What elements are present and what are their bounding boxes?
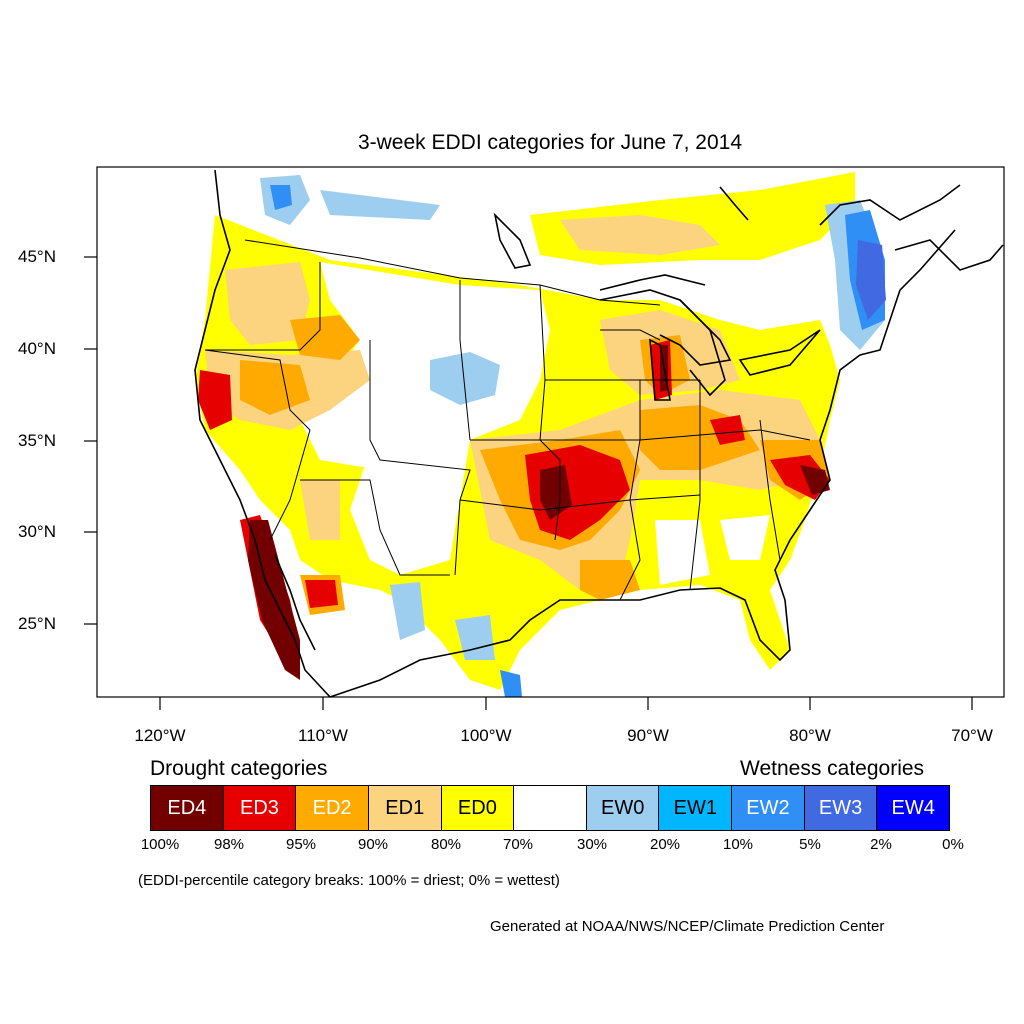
lat-label-40n: 40°N bbox=[18, 339, 56, 358]
lon-label-100w: 100°W bbox=[460, 726, 512, 745]
percentile-label: 10% bbox=[722, 836, 754, 853]
category-legend-bar: ED4 ED3 ED2 ED1 ED0 EW0 EW1 EW2 EW3 EW4 bbox=[150, 785, 950, 831]
percentile-label: 0% bbox=[942, 836, 964, 853]
coastline-layer bbox=[194, 169, 1004, 698]
lon-label-110w: 110°W bbox=[298, 726, 348, 745]
legend-box-ew3: EW3 bbox=[804, 786, 878, 830]
percentile-label: 80% bbox=[430, 836, 462, 853]
credit-line: Generated at NOAA/NWS/NCEP/Climate Predi… bbox=[490, 918, 885, 935]
lon-label-90w: 90°W bbox=[627, 726, 669, 745]
percentile-label: 2% bbox=[870, 836, 892, 853]
legend-box-ew0: EW0 bbox=[586, 786, 660, 830]
lat-label-35n: 35°N bbox=[18, 431, 56, 450]
lon-label-80w: 80°W bbox=[789, 726, 831, 745]
percentile-label: 70% bbox=[502, 836, 534, 853]
legend-box-ed0: ED0 bbox=[441, 786, 515, 830]
percentile-label: 30% bbox=[576, 836, 608, 853]
legend-box-ew1: EW1 bbox=[659, 786, 733, 830]
legend-box-ew4: EW4 bbox=[877, 786, 950, 830]
boundary-layer bbox=[204, 239, 811, 601]
percentile-label: 98% bbox=[213, 836, 245, 853]
percentile-label: 20% bbox=[649, 836, 681, 853]
lat-label-30n: 30°N bbox=[18, 522, 56, 541]
legend-box-ed3: ED3 bbox=[223, 786, 297, 830]
percentile-label: 95% bbox=[285, 836, 317, 853]
map-title: 3-week EDDI categories for June 7, 2014 bbox=[357, 131, 743, 154]
percentile-label: 90% bbox=[357, 836, 389, 853]
legend-box-neutral bbox=[514, 786, 587, 830]
legend-box-ed4: ED4 bbox=[151, 786, 224, 830]
lat-label-45n: 45°N bbox=[18, 247, 56, 266]
lon-label-120w: 120°W bbox=[134, 726, 186, 745]
percentile-label: 100% bbox=[140, 836, 180, 853]
legend-box-ed1: ED1 bbox=[368, 786, 442, 830]
drought-categories-heading: Drought categories bbox=[150, 757, 328, 780]
lon-label-70w: 70°W bbox=[951, 726, 993, 745]
legend-box-ew2: EW2 bbox=[732, 786, 805, 830]
percentile-label: 5% bbox=[799, 836, 821, 853]
legend-box-ed2: ED2 bbox=[296, 786, 369, 830]
category-breaks-note: (EDDI-percentile category breaks: 100% =… bbox=[138, 872, 560, 889]
category-fill-layer bbox=[195, 172, 886, 697]
wetness-categories-heading: Wetness categories bbox=[740, 757, 925, 780]
map-frame bbox=[96, 166, 1005, 698]
lat-label-25n: 25°N bbox=[18, 614, 56, 633]
tick-marks bbox=[84, 256, 973, 710]
